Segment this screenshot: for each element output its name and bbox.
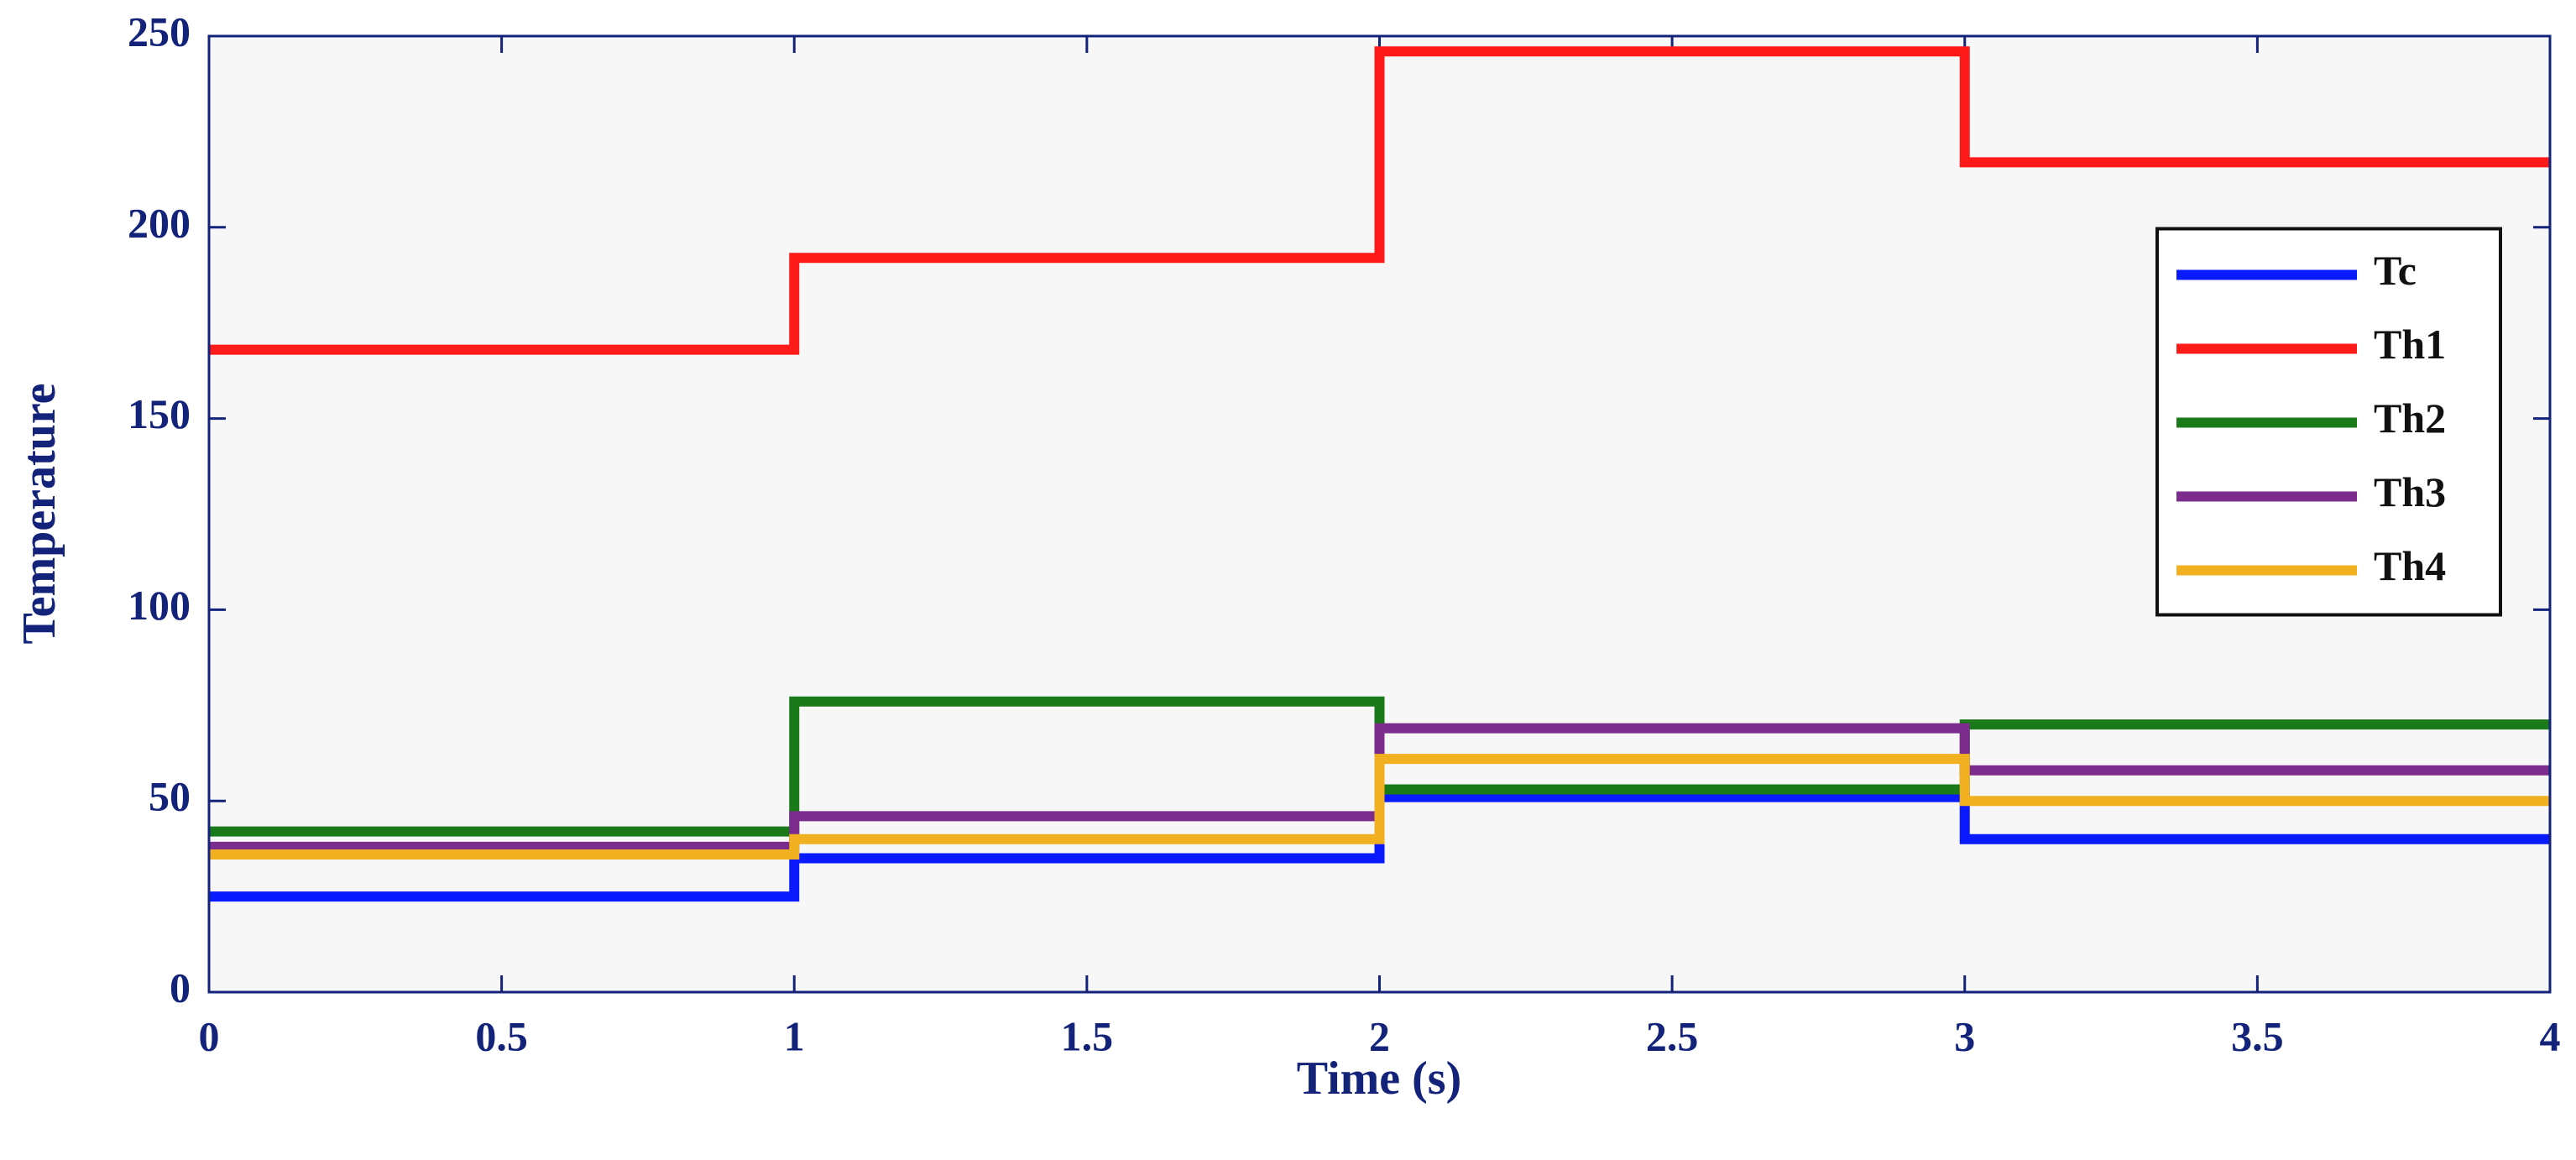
- x-tick-label: 1: [784, 1012, 805, 1059]
- y-tick-label: 150: [128, 390, 191, 437]
- x-tick-label: 0.5: [475, 1012, 528, 1059]
- x-tick-label: 3: [1954, 1012, 1975, 1059]
- legend-label: Tc: [2374, 247, 2417, 294]
- series-line: [209, 46, 2550, 355]
- y-axis-label: Temperature: [13, 383, 65, 644]
- x-tick-label: 0: [199, 1012, 220, 1059]
- plot-frame: [207, 34, 2552, 994]
- y-tick-label: 200: [128, 199, 191, 246]
- legend-label: Th3: [2374, 468, 2446, 515]
- y-tick-label: 250: [128, 8, 191, 55]
- x-tick-label: 1.5: [1061, 1012, 1114, 1059]
- y-tick-label: 0: [170, 964, 191, 1011]
- x-tick-label: 2.5: [1646, 1012, 1699, 1059]
- y-tick-label: 100: [128, 582, 191, 629]
- series-line: [209, 754, 2550, 860]
- x-tick-label: 2: [1369, 1012, 1390, 1059]
- legend-label: Th2: [2374, 395, 2446, 442]
- x-tick-label: 3.5: [2231, 1012, 2284, 1059]
- y-tick-label: 50: [149, 773, 191, 820]
- legend-label: Th4: [2374, 542, 2446, 589]
- x-tick-label: 4: [2540, 1012, 2561, 1059]
- x-axis-label: Time (s): [1297, 1053, 1462, 1105]
- legend-label: Th1: [2374, 321, 2446, 368]
